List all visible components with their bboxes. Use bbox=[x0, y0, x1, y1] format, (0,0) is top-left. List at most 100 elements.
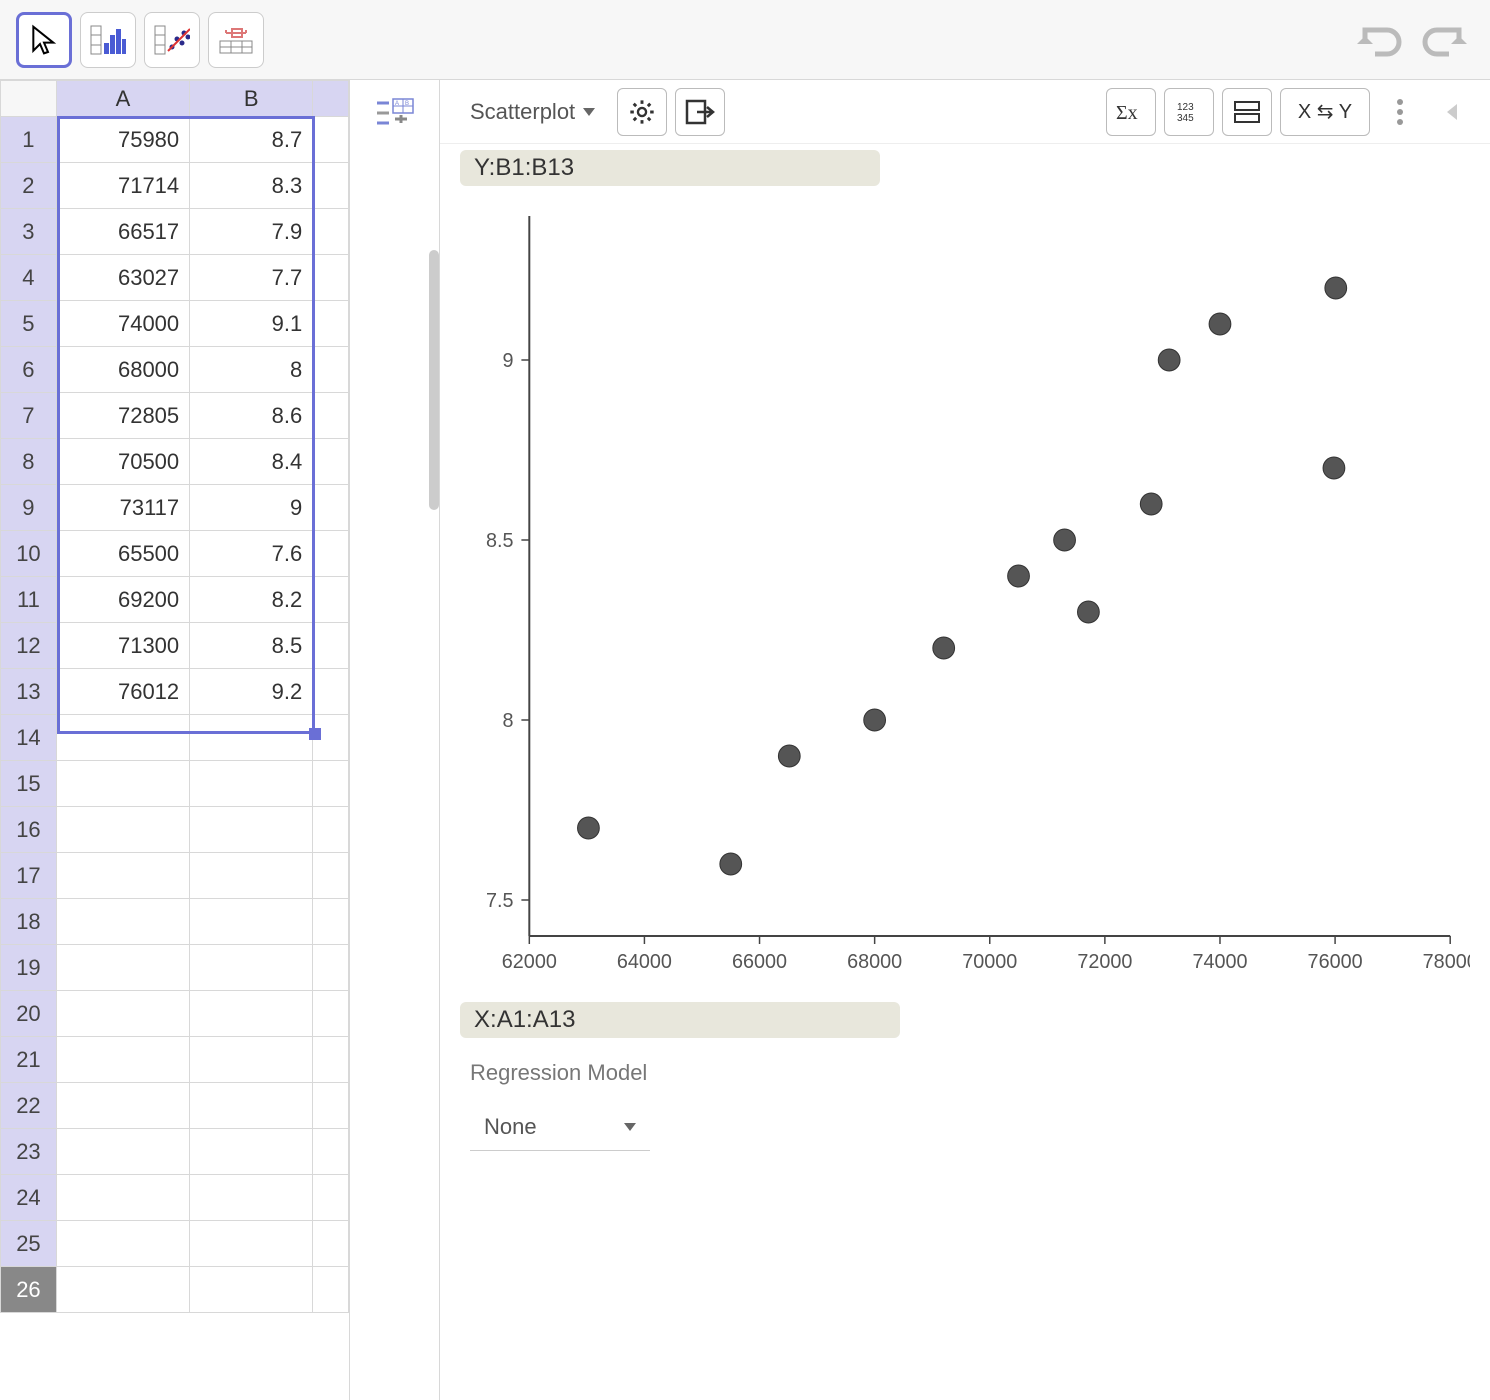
row-header-16[interactable]: 16 bbox=[1, 807, 57, 853]
cell-B26[interactable] bbox=[190, 1267, 313, 1313]
cell-A14[interactable] bbox=[56, 715, 189, 761]
cell-C8[interactable] bbox=[313, 439, 349, 485]
cell-A10[interactable]: 65500 bbox=[56, 531, 189, 577]
cell-B23[interactable] bbox=[190, 1129, 313, 1175]
cell-A13[interactable]: 76012 bbox=[56, 669, 189, 715]
cell-C6[interactable] bbox=[313, 347, 349, 393]
cell-B9[interactable]: 9 bbox=[190, 485, 313, 531]
layout-button[interactable] bbox=[1222, 88, 1272, 136]
cell-A7[interactable]: 72805 bbox=[56, 393, 189, 439]
panel-resize-handle[interactable] bbox=[429, 250, 439, 510]
cell-B24[interactable] bbox=[190, 1175, 313, 1221]
cell-A19[interactable] bbox=[56, 945, 189, 991]
cell-C21[interactable] bbox=[313, 1037, 349, 1083]
cell-A21[interactable] bbox=[56, 1037, 189, 1083]
chart-type-select[interactable]: Scatterplot bbox=[456, 91, 609, 133]
regression-select[interactable]: None bbox=[470, 1104, 650, 1151]
cell-C2[interactable] bbox=[313, 163, 349, 209]
row-header-22[interactable]: 22 bbox=[1, 1083, 57, 1129]
cell-C16[interactable] bbox=[313, 807, 349, 853]
y-axis-range-pill[interactable]: Y: B1:B13 bbox=[460, 150, 880, 186]
row-header-2[interactable]: 2 bbox=[1, 163, 57, 209]
cell-B12[interactable]: 8.5 bbox=[190, 623, 313, 669]
cell-B16[interactable] bbox=[190, 807, 313, 853]
row-header-4[interactable]: 4 bbox=[1, 255, 57, 301]
swap-xy-button[interactable]: X ⇆ Y bbox=[1280, 88, 1370, 136]
scatter-point[interactable] bbox=[1323, 457, 1345, 479]
cell-A3[interactable]: 66517 bbox=[56, 209, 189, 255]
cell-B10[interactable]: 7.6 bbox=[190, 531, 313, 577]
cell-B22[interactable] bbox=[190, 1083, 313, 1129]
more-menu-button[interactable] bbox=[1378, 90, 1422, 134]
scatter-point[interactable] bbox=[578, 817, 600, 839]
cell-C26[interactable] bbox=[313, 1267, 349, 1313]
row-header-14[interactable]: 14 bbox=[1, 715, 57, 761]
cell-A22[interactable] bbox=[56, 1083, 189, 1129]
row-header-26[interactable]: 26 bbox=[1, 1267, 57, 1313]
scatter-point[interactable] bbox=[1325, 277, 1347, 299]
cell-A1[interactable]: 75980 bbox=[56, 117, 189, 163]
row-header-3[interactable]: 3 bbox=[1, 209, 57, 255]
cell-A6[interactable]: 68000 bbox=[56, 347, 189, 393]
cell-B17[interactable] bbox=[190, 853, 313, 899]
cell-C4[interactable] bbox=[313, 255, 349, 301]
cell-B2[interactable]: 8.3 bbox=[190, 163, 313, 209]
row-header-1[interactable]: 1 bbox=[1, 117, 57, 163]
scatter-point[interactable] bbox=[933, 637, 955, 659]
export-button[interactable] bbox=[675, 88, 725, 136]
cell-C3[interactable] bbox=[313, 209, 349, 255]
cell-C14[interactable] bbox=[313, 715, 349, 761]
cell-C17[interactable] bbox=[313, 853, 349, 899]
scatter-point[interactable] bbox=[1054, 529, 1076, 551]
x-axis-range-pill[interactable]: X: A1:A13 bbox=[460, 1002, 900, 1038]
cell-B6[interactable]: 8 bbox=[190, 347, 313, 393]
sum-stats-button[interactable]: Σx bbox=[1106, 88, 1156, 136]
col-header-blank[interactable] bbox=[313, 81, 349, 117]
scatter-point[interactable] bbox=[864, 709, 886, 731]
corner-cell[interactable] bbox=[1, 81, 57, 117]
cell-B11[interactable]: 8.2 bbox=[190, 577, 313, 623]
multi-var-tool[interactable] bbox=[208, 12, 264, 68]
row-header-15[interactable]: 15 bbox=[1, 761, 57, 807]
row-header-10[interactable]: 10 bbox=[1, 531, 57, 577]
scatter-point[interactable] bbox=[720, 853, 742, 875]
cell-A11[interactable]: 69200 bbox=[56, 577, 189, 623]
cell-C22[interactable] bbox=[313, 1083, 349, 1129]
cell-B3[interactable]: 7.9 bbox=[190, 209, 313, 255]
row-header-17[interactable]: 17 bbox=[1, 853, 57, 899]
cell-B13[interactable]: 9.2 bbox=[190, 669, 313, 715]
cell-B5[interactable]: 9.1 bbox=[190, 301, 313, 347]
cell-A12[interactable]: 71300 bbox=[56, 623, 189, 669]
redo-button[interactable] bbox=[1418, 17, 1474, 63]
cell-C13[interactable] bbox=[313, 669, 349, 715]
row-header-20[interactable]: 20 bbox=[1, 991, 57, 1037]
settings-button[interactable] bbox=[617, 88, 667, 136]
cell-C9[interactable] bbox=[313, 485, 349, 531]
pointer-tool[interactable] bbox=[16, 12, 72, 68]
row-header-7[interactable]: 7 bbox=[1, 393, 57, 439]
cell-B18[interactable] bbox=[190, 899, 313, 945]
scatter-point[interactable] bbox=[778, 745, 800, 767]
row-header-25[interactable]: 25 bbox=[1, 1221, 57, 1267]
row-header-6[interactable]: 6 bbox=[1, 347, 57, 393]
cell-C5[interactable] bbox=[313, 301, 349, 347]
cell-C10[interactable] bbox=[313, 531, 349, 577]
cell-C25[interactable] bbox=[313, 1221, 349, 1267]
data-panel-icon[interactable]: AB bbox=[370, 92, 420, 136]
scatter-plot[interactable]: 6200064000660006800070000720007400076000… bbox=[460, 196, 1470, 996]
one-var-tool[interactable] bbox=[80, 12, 136, 68]
cell-C24[interactable] bbox=[313, 1175, 349, 1221]
cell-B19[interactable] bbox=[190, 945, 313, 991]
cell-B1[interactable]: 8.7 bbox=[190, 117, 313, 163]
scatter-point[interactable] bbox=[1008, 565, 1030, 587]
cell-A16[interactable] bbox=[56, 807, 189, 853]
row-header-8[interactable]: 8 bbox=[1, 439, 57, 485]
cell-A9[interactable]: 73117 bbox=[56, 485, 189, 531]
cell-A26[interactable] bbox=[56, 1267, 189, 1313]
cell-C1[interactable] bbox=[313, 117, 349, 163]
cell-A2[interactable]: 71714 bbox=[56, 163, 189, 209]
row-header-9[interactable]: 9 bbox=[1, 485, 57, 531]
cell-C20[interactable] bbox=[313, 991, 349, 1037]
cell-B25[interactable] bbox=[190, 1221, 313, 1267]
row-header-21[interactable]: 21 bbox=[1, 1037, 57, 1083]
